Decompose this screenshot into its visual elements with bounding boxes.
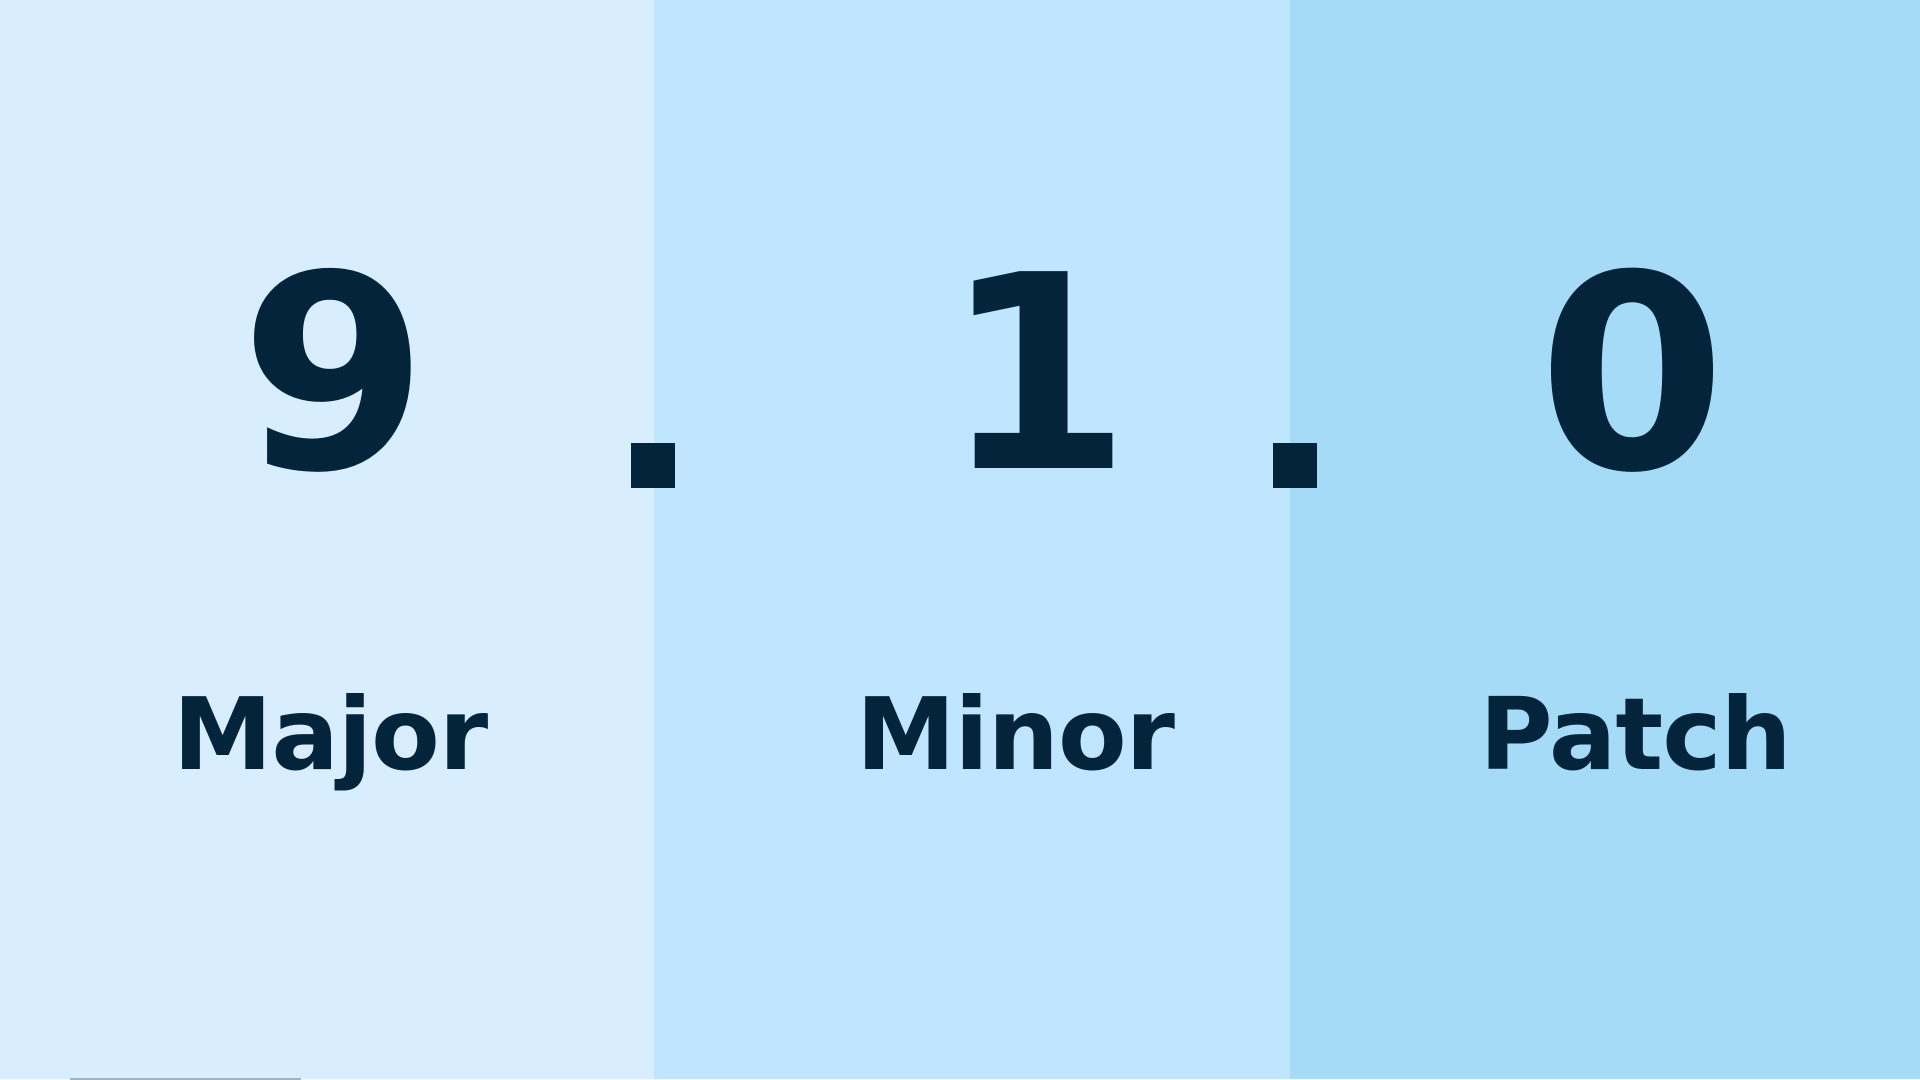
separator-dot-1 [631,443,675,488]
bottom-marker [70,1078,301,1080]
minor-panel [654,0,1290,1080]
minor-label: Minor [856,676,1175,793]
separator-dot-2 [1273,443,1317,488]
patch-number: 0 [1538,217,1726,532]
major-label: Major [172,676,488,793]
major-panel [0,0,654,1080]
patch-panel [1290,0,1920,1080]
major-number: 9 [240,217,428,532]
patch-label: Patch [1479,676,1791,793]
minor-number: 1 [943,217,1131,532]
